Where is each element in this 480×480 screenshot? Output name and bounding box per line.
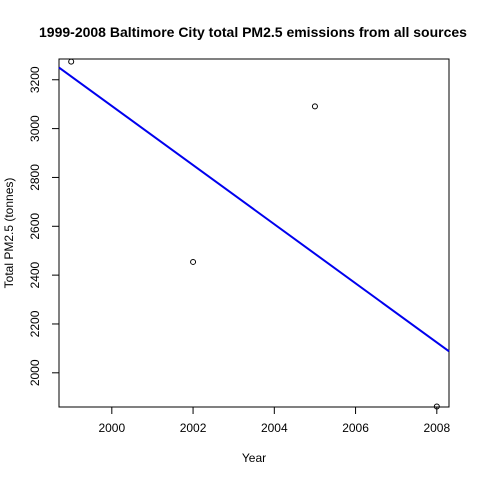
data-point [311,103,318,110]
y-tick-label: 3000 [28,115,42,142]
x-tick-label: 2002 [180,421,207,435]
x-tick-label: 2004 [261,421,288,435]
y-tick-label: 2600 [28,213,42,240]
y-axis-label: Total PM2.5 (tonnes) [2,178,16,289]
y-tick-label: 2400 [28,261,42,288]
regression-line [58,66,450,353]
data-point [190,258,197,265]
y-tick-label: 3200 [28,66,42,93]
x-tick-label: 2006 [342,421,369,435]
plot-area [58,58,450,410]
x-axis-label: Year [242,451,266,465]
x-tick-label: 2008 [423,421,450,435]
y-axis: 2000 2200 2400 2600 2800 3000 3200 [28,66,60,386]
data-point [433,403,440,410]
data-point [68,58,75,65]
y-tick-label: 2000 [28,359,42,386]
x-tick-label: 2000 [98,421,125,435]
x-axis: 2000 2002 2004 2006 2008 [98,406,450,435]
y-tick-label: 2200 [28,310,42,337]
chart-title: 1999-2008 Baltimore City total PM2.5 emi… [39,24,467,40]
y-tick-label: 2800 [28,164,42,191]
